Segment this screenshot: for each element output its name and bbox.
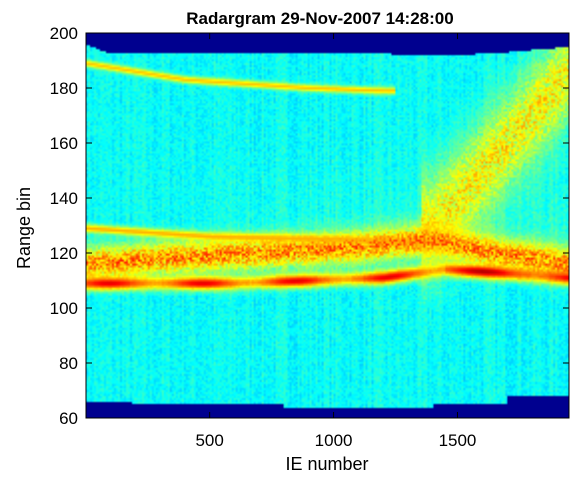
y-tick-label: 60 bbox=[59, 409, 78, 428]
x-axis-label: IE number bbox=[285, 454, 368, 474]
y-tick-label: 160 bbox=[50, 134, 78, 153]
y-axis: 60 80 100 120 140 160 180 200 bbox=[50, 24, 569, 428]
x-tick-label: 500 bbox=[195, 431, 223, 450]
radargram-heatmap bbox=[86, 33, 569, 418]
x-tick-label: 1500 bbox=[439, 431, 477, 450]
y-tick-label: 120 bbox=[50, 244, 78, 263]
y-tick-label: 200 bbox=[50, 24, 78, 43]
plot-frame bbox=[85, 32, 570, 419]
x-axis: 500 1000 1500 bbox=[195, 33, 476, 450]
y-tick-label: 140 bbox=[50, 189, 78, 208]
y-tick-label: 80 bbox=[59, 354, 78, 373]
y-axis-label: Range bin bbox=[14, 187, 34, 269]
y-tick-label: 180 bbox=[50, 79, 78, 98]
y-tick-label: 100 bbox=[50, 299, 78, 318]
chart-title: Radargram 29-Nov-2007 14:28:00 bbox=[186, 9, 453, 28]
x-tick-label: 1000 bbox=[315, 431, 353, 450]
plot-area bbox=[86, 33, 569, 418]
